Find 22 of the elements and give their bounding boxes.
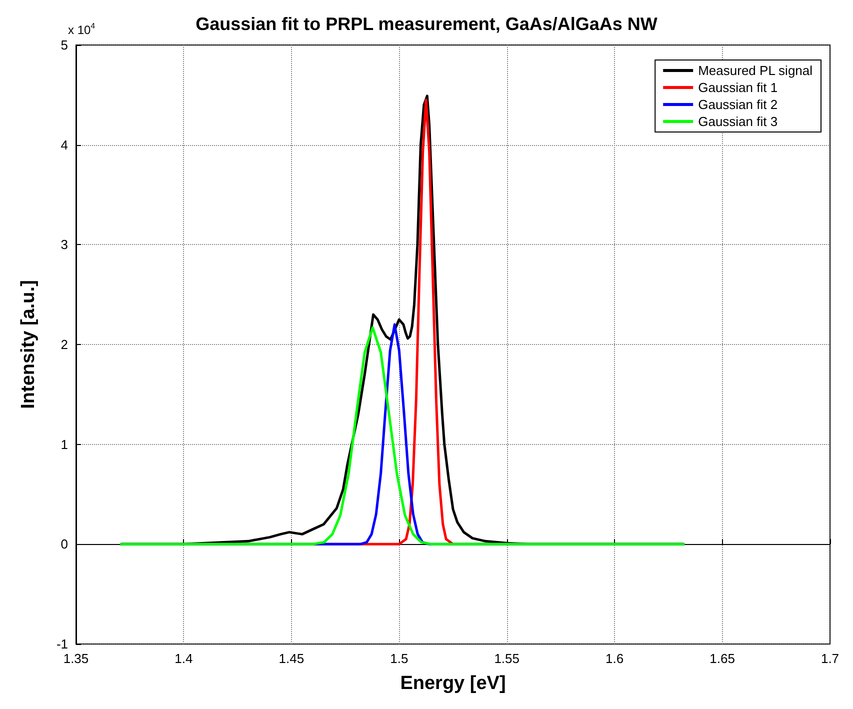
y-tick-label: 1 <box>60 436 68 452</box>
y-tick-label: 4 <box>60 137 68 152</box>
legend-label: Measured PL signal <box>698 63 813 78</box>
chart-title: Gaussian fit to PRPL measurement, GaAs/AlGaAs NW <box>196 14 658 34</box>
y-tick-label: 5 <box>60 38 68 52</box>
legend-label: Gaussian fit 2 <box>698 97 778 112</box>
x-tick-label: 1.6 <box>606 651 624 666</box>
x-tick-label: 1.45 <box>278 651 304 666</box>
y-tick-label: -1 <box>56 636 68 652</box>
x-tick-label: 1.35 <box>63 651 89 666</box>
y-tick-label: 3 <box>60 237 68 252</box>
legend-label: Gaussian fit 1 <box>698 80 778 95</box>
x-tick-label: 1.4 <box>174 651 193 666</box>
x-tick-label: 1.7 <box>820 651 840 666</box>
x-axis-title: Energy [eV] <box>400 673 506 694</box>
y-axis-title: Intensity [a.u.] <box>18 280 39 409</box>
x-tick-label: 1.55 <box>494 651 520 666</box>
y-tick-label: 0 <box>60 536 68 552</box>
y-tick-label: 2 <box>60 337 68 352</box>
legend-label: Gaussian fit 3 <box>698 114 778 129</box>
x-tick-label: 1.5 <box>390 651 408 666</box>
x-tick-label: 1.65 <box>710 651 735 666</box>
